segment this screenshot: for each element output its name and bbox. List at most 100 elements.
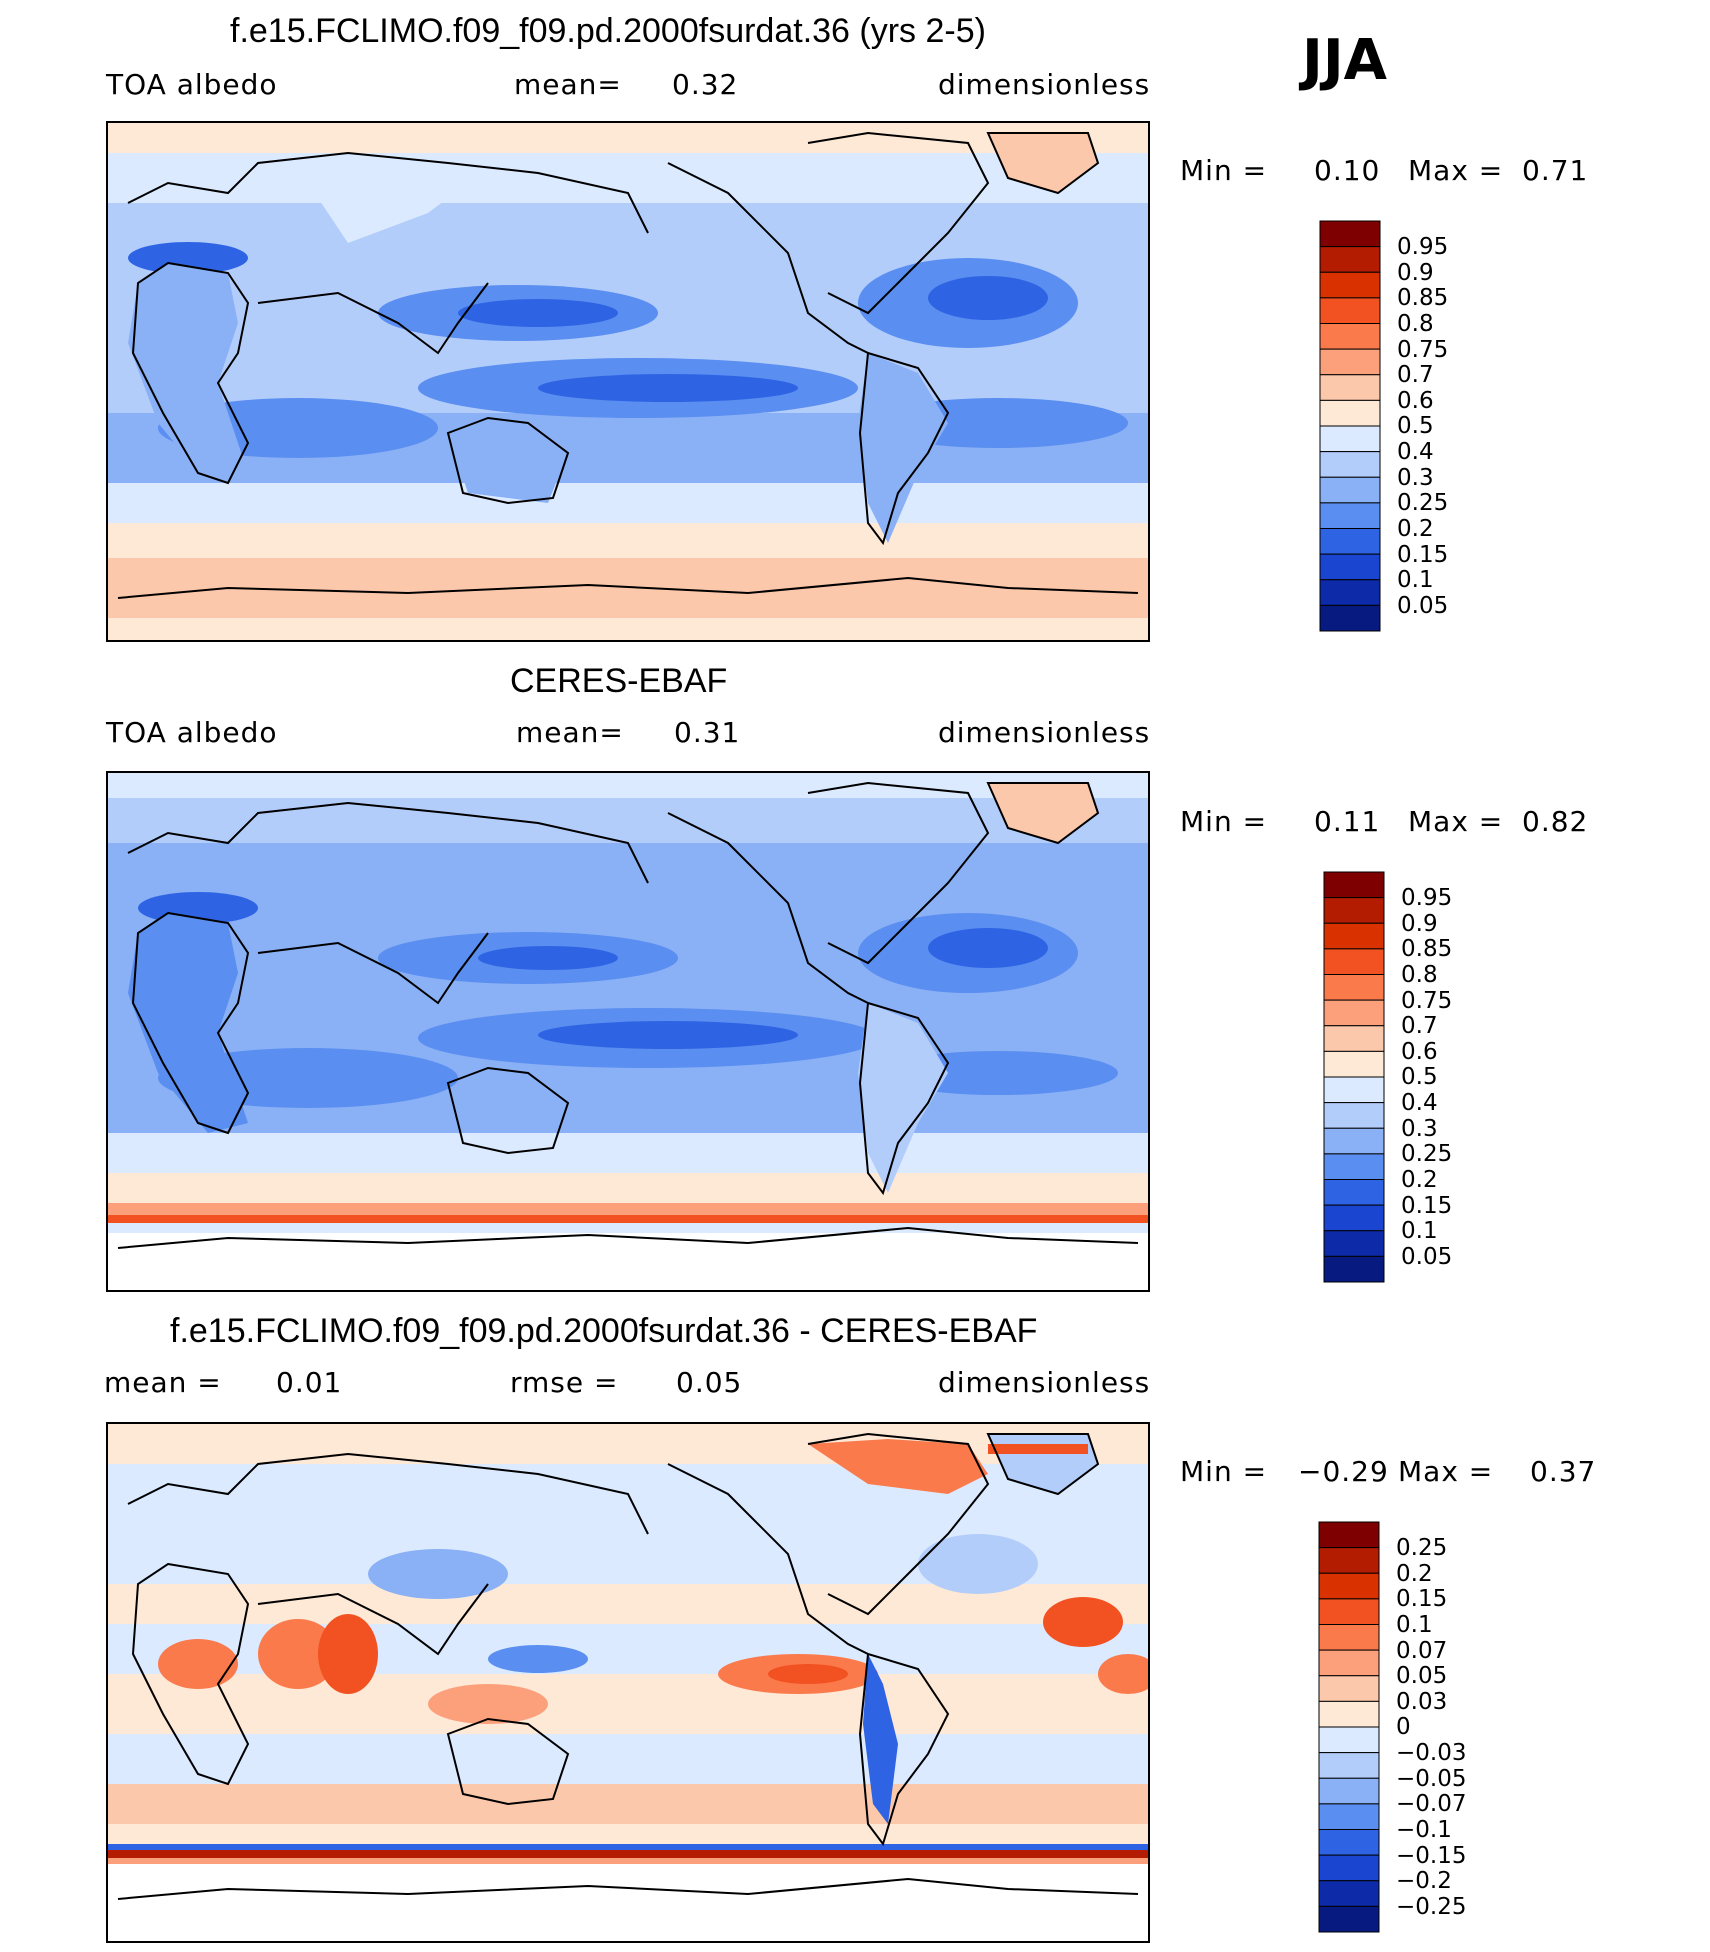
colorbar-tick-label: 0.6 — [1397, 387, 1434, 414]
mean-value: 0.31 — [674, 716, 741, 749]
colorbar-tick-label: −0.25 — [1396, 1893, 1467, 1920]
mean-value: 0.32 — [672, 68, 739, 101]
units-label: dimensionless — [938, 68, 1151, 101]
colorbar-tick-label: 0.7 — [1397, 362, 1434, 389]
rmse-label: rmse = — [510, 1366, 619, 1399]
colorbar-swatch — [1323, 1102, 1385, 1129]
colorbar — [1323, 871, 1385, 1288]
colorbar-tick-label: 0.7 — [1401, 1013, 1438, 1040]
colorbar-swatch — [1323, 1230, 1385, 1257]
colorbar-tick-label: 0.9 — [1397, 259, 1434, 286]
colorbar — [1319, 220, 1381, 637]
colorbar-tick-label: 0.03 — [1396, 1688, 1448, 1715]
colorbar-tick-label: 0.4 — [1397, 439, 1434, 465]
colorbar-swatches — [1318, 1521, 1380, 1933]
mean-label: mean= — [514, 68, 622, 101]
colorbar-tick-label: −0.1 — [1396, 1816, 1452, 1843]
colorbar — [1318, 1521, 1380, 1938]
colorbar-swatch — [1323, 897, 1385, 924]
colorbar-tick-label: 0.25 — [1396, 1535, 1448, 1561]
mean-label: mean = — [104, 1366, 222, 1399]
colorbar-swatch — [1323, 1204, 1385, 1232]
colorbar-swatch — [1319, 528, 1381, 555]
colorbar-swatch — [1319, 579, 1381, 606]
colorbar-swatch — [1318, 1547, 1380, 1574]
colorbar-tick-label: 0 — [1396, 1714, 1411, 1741]
colorbar-tick-label: 0.95 — [1401, 885, 1453, 911]
colorbar-swatch — [1323, 999, 1385, 1027]
units-label: dimensionless — [938, 1366, 1151, 1399]
min-label: Min = — [1180, 805, 1268, 838]
mean-label: mean= — [516, 716, 624, 749]
colorbar-tick-label: 0.75 — [1397, 336, 1449, 363]
colorbar-swatch — [1319, 323, 1381, 350]
max-label: Max = — [1408, 805, 1504, 838]
max-value: 0.82 — [1522, 805, 1589, 838]
map-difference — [106, 1422, 1150, 1943]
variable-label: TOA albedo — [106, 716, 278, 749]
colorbar-tick-label: 0.2 — [1397, 515, 1434, 542]
colorbar-swatch — [1319, 246, 1381, 273]
colorbar-tick-label: 0.2 — [1401, 1166, 1438, 1193]
min-value: 0.11 — [1314, 805, 1381, 838]
units-label: dimensionless — [938, 716, 1151, 749]
colorbar-swatch — [1323, 1076, 1385, 1104]
colorbar-tick-label: 0.95 — [1397, 234, 1449, 260]
colorbar-swatch — [1318, 1726, 1380, 1754]
colorbar-tick-label: 0.25 — [1397, 490, 1449, 517]
colorbar-swatch — [1319, 220, 1381, 248]
colorbar-swatch — [1323, 1255, 1385, 1283]
colorbar-swatch — [1319, 476, 1381, 504]
colorbar-tick-label: 0.1 — [1396, 1611, 1433, 1638]
colorbar-swatch — [1319, 374, 1381, 401]
map-observation — [106, 771, 1150, 1292]
colorbar-tick-label: 0.15 — [1396, 1586, 1448, 1613]
colorbar-swatch — [1323, 922, 1385, 950]
colorbar-swatch — [1318, 1880, 1380, 1907]
map-model — [106, 121, 1150, 642]
colorbar-swatch — [1319, 502, 1381, 529]
panel-title: CERES-EBAF — [510, 662, 728, 700]
colorbar-tick-label: 0.07 — [1396, 1637, 1448, 1664]
colorbar-tick-label: 0.05 — [1397, 592, 1449, 619]
colorbar-swatch — [1323, 871, 1385, 899]
colorbar-tick-label: 0.15 — [1401, 1192, 1453, 1219]
colorbar-swatch — [1319, 604, 1381, 632]
max-label: Max = — [1398, 1455, 1494, 1488]
colorbar-swatch — [1318, 1521, 1380, 1549]
colorbar-tick-label: 0.85 — [1401, 936, 1453, 963]
colorbar-tick-label: 0.25 — [1401, 1141, 1453, 1168]
colorbar-swatch — [1318, 1649, 1380, 1677]
season-label: JJA — [1302, 28, 1388, 93]
colorbar-swatches — [1323, 871, 1385, 1283]
min-value: −0.29 — [1298, 1455, 1389, 1488]
colorbar-tick-label: −0.03 — [1396, 1740, 1467, 1766]
colorbar-swatch — [1318, 1854, 1380, 1882]
colorbar-tick-label: 0.85 — [1397, 285, 1449, 312]
colorbar-tick-label: 0.05 — [1401, 1243, 1453, 1270]
colorbar-swatch — [1319, 297, 1381, 324]
variable-label: TOA albedo — [106, 68, 278, 101]
colorbar-swatch — [1323, 1127, 1385, 1155]
panel-title: f.e15.FCLIMO.f09_f09.pd.2000fsurdat.36 -… — [170, 1312, 1038, 1350]
colorbar-swatch — [1318, 1829, 1380, 1856]
min-value: 0.10 — [1314, 154, 1381, 187]
colorbar-swatch — [1318, 1777, 1380, 1805]
colorbar-tick-label: 0.5 — [1397, 413, 1434, 440]
mean-value: 0.01 — [276, 1366, 343, 1399]
rmse-value: 0.05 — [676, 1366, 743, 1399]
colorbar-tick-label: 0.05 — [1396, 1663, 1448, 1690]
colorbar-swatch — [1323, 974, 1385, 1001]
colorbar-swatch — [1319, 553, 1381, 581]
colorbar-tick-label: −0.05 — [1396, 1765, 1467, 1792]
colorbar-tick-label: 0.6 — [1401, 1038, 1438, 1065]
max-value: 0.37 — [1530, 1455, 1597, 1488]
colorbar-swatch — [1323, 1025, 1385, 1052]
colorbar-swatch — [1318, 1752, 1380, 1779]
colorbar-swatch — [1323, 1153, 1385, 1180]
min-label: Min = — [1180, 154, 1268, 187]
colorbar-tick-label: 0.4 — [1401, 1090, 1438, 1116]
colorbar-swatch — [1319, 399, 1381, 427]
colorbar-tick-label: 0.5 — [1401, 1064, 1438, 1091]
colorbar-tick-label: 0.15 — [1397, 541, 1449, 568]
